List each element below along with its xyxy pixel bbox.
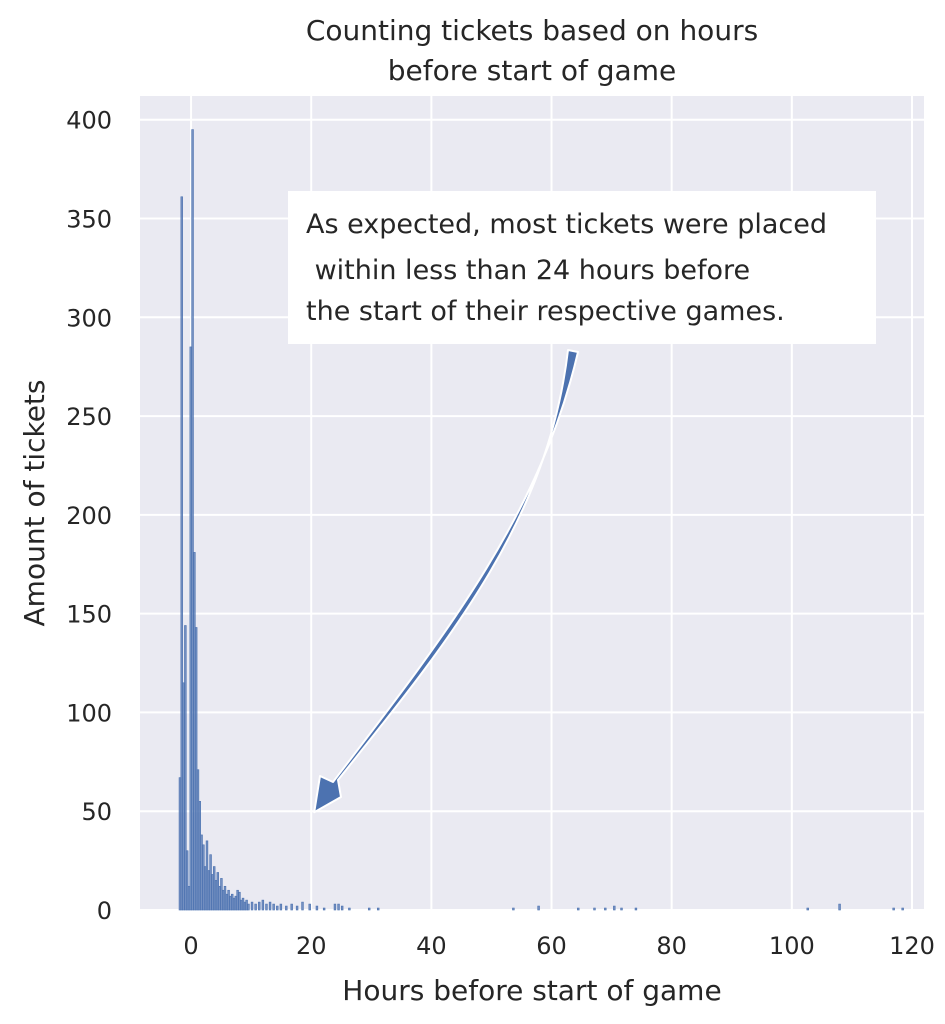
y-axis-ticks: 0 50 100 150 200 250 300 350 400: [66, 107, 112, 925]
y-tick-label: 250: [66, 403, 112, 431]
chart-title-line-1: Counting tickets based on hours: [305, 14, 759, 47]
histogram-bar: [593, 907, 596, 911]
histogram-bar: [295, 905, 299, 911]
histogram-bar: [247, 903, 250, 911]
histogram-bar: [333, 903, 337, 911]
x-tick-label: 40: [416, 932, 447, 960]
histogram-bar: [806, 907, 809, 911]
y-axis-label: Amount of tickets: [18, 380, 51, 627]
histogram-bar: [377, 907, 380, 911]
histogram-bar: [892, 907, 895, 911]
y-tick-label: 350: [66, 205, 112, 233]
histogram-bar: [901, 907, 904, 911]
x-tick-label: 80: [656, 932, 687, 960]
histogram-bar: [258, 901, 261, 911]
histogram-bar: [290, 903, 293, 911]
histogram-bar: [613, 905, 616, 911]
x-tick-label: 100: [769, 932, 815, 960]
x-axis-ticks: 0 20 40 60 80 100 120: [183, 932, 934, 960]
histogram-bar: [604, 907, 607, 911]
annotation: As expected, most tickets were placed wi…: [288, 191, 876, 814]
histogram-bar: [348, 907, 351, 911]
histogram-bar: [340, 905, 344, 911]
x-tick-label: 60: [536, 932, 567, 960]
histogram-bar: [261, 899, 265, 911]
histogram-bar: [268, 901, 272, 911]
annotation-text-line-1: As expected, most tickets were placed: [306, 209, 827, 240]
y-tick-label: 50: [81, 798, 112, 826]
histogram-bar: [279, 903, 283, 911]
x-axis-label: Hours before start of game: [342, 974, 721, 1007]
annotation-box: [288, 191, 876, 344]
histogram-bar: [537, 905, 540, 911]
histogram-bar: [180, 196, 183, 911]
histogram-bar: [512, 907, 515, 911]
histogram-bar: [577, 907, 580, 911]
histogram-bars: [178, 129, 904, 911]
histogram-bar: [250, 901, 254, 911]
y-tick-label: 200: [66, 502, 112, 530]
chart-title-line-2: before start of game: [387, 54, 677, 87]
histogram-bar: [308, 903, 311, 911]
histogram-bar: [367, 907, 371, 911]
histogram-bar: [185, 850, 189, 911]
histogram-bar: [184, 625, 187, 911]
x-tick-label: 0: [183, 932, 198, 960]
histogram-bar: [838, 903, 841, 911]
y-tick-label: 300: [66, 304, 112, 332]
y-tick-label: 100: [66, 699, 112, 727]
histogram-bar: [254, 903, 257, 911]
annotation-text-line-2: within less than 24 hours before: [306, 255, 750, 286]
x-tick-label: 120: [889, 932, 935, 960]
histogram-bar: [620, 907, 623, 911]
y-tick-label: 150: [66, 601, 112, 629]
histogram-bar: [322, 907, 326, 911]
histogram-bar: [194, 627, 198, 911]
x-tick-label: 20: [296, 932, 327, 960]
histogram-bar: [285, 905, 288, 911]
histogram-bar: [634, 907, 638, 911]
annotation-arrow: [313, 349, 579, 814]
histogram-bar: [301, 901, 304, 911]
histogram-bar: [272, 903, 275, 911]
histogram-bar: [276, 905, 279, 911]
annotation-text-line-3: the start of their respective games.: [306, 296, 785, 327]
histogram-bar: [337, 903, 340, 911]
y-tick-label: 0: [97, 897, 112, 925]
y-tick-label: 400: [66, 107, 112, 135]
histogram-bar: [265, 903, 268, 911]
histogram-bar: [191, 129, 194, 911]
histogram-bar: [315, 905, 319, 911]
